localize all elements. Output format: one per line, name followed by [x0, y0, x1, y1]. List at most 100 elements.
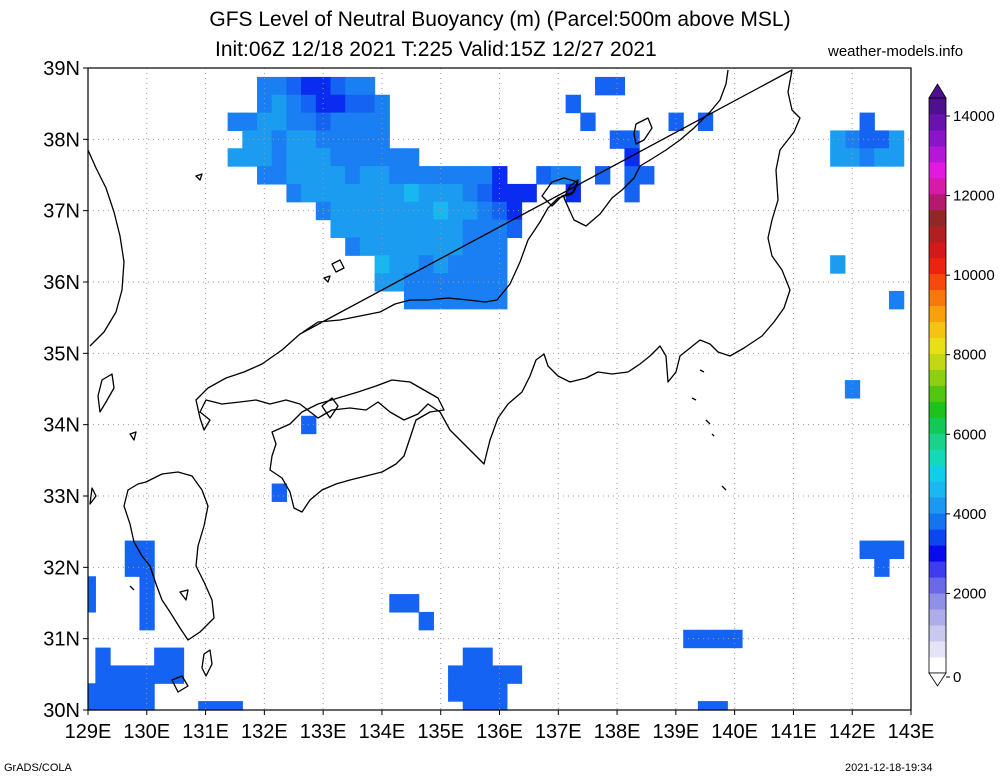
shade-cell	[345, 130, 361, 149]
shade-cell	[345, 201, 361, 221]
colorbar-segment	[929, 545, 946, 562]
shade-cell	[168, 665, 185, 684]
shade-cell	[683, 629, 699, 649]
lon-label: 139E	[652, 721, 699, 743]
shade-cell	[359, 148, 376, 167]
lat-label: 30N	[43, 700, 80, 722]
shade-cell	[462, 219, 479, 239]
lat-label: 34N	[43, 415, 80, 437]
shade-cell	[492, 701, 508, 711]
chart-subtitle: Init:06Z 12/18 2021 T:225 Valid:15Z 12/2…	[215, 38, 657, 61]
coastline-korea	[87, 149, 125, 347]
shade-cell	[389, 237, 405, 256]
shade-cell	[462, 647, 479, 667]
coastline-small-islets	[129, 173, 331, 601]
shade-cell	[448, 665, 464, 684]
shade-cell	[448, 683, 464, 702]
shade-cell	[139, 540, 155, 560]
colorbar-segment	[929, 225, 946, 243]
colorbar-segment	[929, 145, 946, 163]
colorbar-segment	[929, 241, 946, 259]
shade-cell	[389, 201, 405, 221]
shade-cell	[859, 130, 875, 149]
shade-cell	[462, 665, 479, 684]
shade-cell	[95, 701, 111, 711]
shade-cell	[345, 219, 361, 239]
coastline-tsushima	[97, 373, 115, 413]
colorbar-label: 6000	[953, 426, 986, 443]
footer-software: GrADS/COLA	[4, 762, 72, 774]
shade-cell	[139, 701, 155, 711]
chart-title: GFS Level of Neutral Buoyancy (m) (Parce…	[209, 8, 791, 31]
shade-cell	[418, 201, 434, 221]
shade-cell	[418, 166, 434, 185]
shade-cell	[609, 130, 626, 149]
shade-cell	[859, 148, 875, 167]
shade-cell	[286, 148, 302, 167]
shade-cell	[315, 148, 332, 167]
coastline-sado	[633, 117, 653, 145]
shade-cell	[433, 166, 449, 185]
colorbar-label: 4000	[953, 506, 986, 523]
shade-cell	[271, 166, 288, 185]
shade-cell	[874, 558, 890, 577]
shade-cell	[874, 148, 890, 167]
shade-cell	[536, 166, 552, 185]
colorbar-segment	[929, 177, 946, 195]
colorbar-segment	[929, 273, 946, 291]
shade-cell	[477, 665, 493, 684]
colorbar-segment	[929, 449, 946, 466]
shade-cell	[110, 701, 126, 711]
shade-cell	[359, 237, 376, 256]
shade-cell	[88, 576, 96, 595]
shade-cell	[433, 237, 449, 256]
colorbar-segment	[929, 193, 946, 211]
shade-cell	[389, 183, 405, 203]
shade-cell	[359, 166, 376, 185]
shade-cell	[154, 647, 170, 667]
shade-cell	[301, 183, 317, 203]
shade-cell	[506, 219, 523, 239]
colorbar-segment	[929, 417, 946, 434]
shade-cell	[242, 130, 258, 149]
colorbar-label: 12000	[953, 188, 995, 205]
shade-cell	[712, 629, 728, 649]
shade-cell	[712, 701, 728, 711]
shade-cell	[492, 255, 508, 274]
shade-cell	[550, 166, 567, 185]
shade-cell	[139, 576, 155, 595]
shade-cell	[374, 148, 390, 167]
shade-cell	[403, 148, 420, 167]
shade-cell	[418, 611, 434, 631]
shade-cell	[257, 148, 273, 167]
shade-cell	[433, 273, 449, 292]
shade-cell	[242, 148, 258, 167]
colorbar-segment	[929, 641, 946, 658]
shade-cell	[874, 130, 890, 149]
colorbar-segment	[929, 209, 946, 227]
shade-cell	[110, 683, 126, 702]
coastline-goto	[89, 487, 97, 505]
colorbar-segment	[929, 529, 946, 546]
colorbar-segment	[929, 385, 946, 402]
shade-cell	[389, 255, 405, 274]
lon-label: 135E	[417, 721, 464, 743]
shade-cell	[286, 94, 302, 114]
coastline-shikoku	[269, 379, 445, 513]
shade-cell	[565, 166, 581, 185]
shade-cell	[271, 94, 288, 114]
shade-cell	[506, 201, 523, 221]
shade-cell	[595, 166, 611, 185]
shade-cell	[330, 76, 346, 96]
shade-cell	[448, 219, 464, 239]
coastline-honshu	[195, 69, 801, 465]
shade-cell	[198, 701, 214, 711]
shade-cell	[345, 237, 361, 256]
shade-cell	[139, 611, 155, 631]
shade-cell	[448, 237, 464, 256]
shade-cell	[462, 683, 479, 702]
shade-cell	[227, 148, 243, 167]
shade-cell	[448, 166, 464, 185]
shade-cell	[88, 594, 96, 613]
